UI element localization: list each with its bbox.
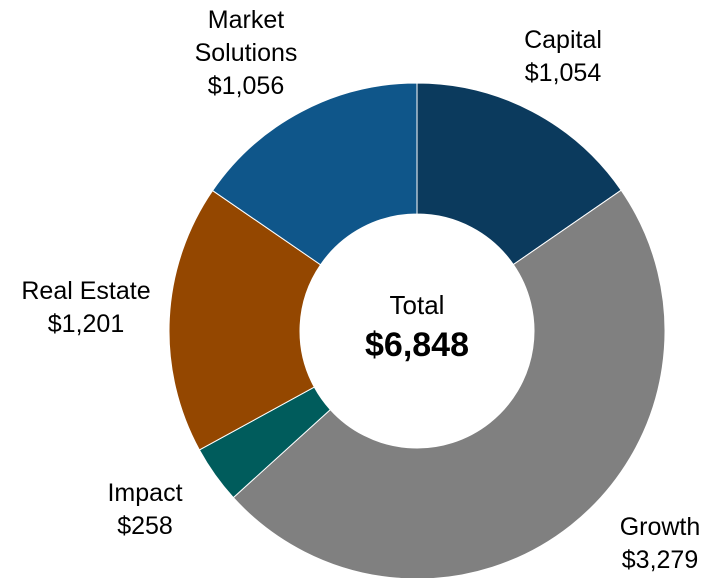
value-label: $3,279	[621, 546, 699, 574]
slice-label: Impact $258	[107, 477, 182, 543]
total-label: $6,848	[365, 326, 469, 364]
slice	[211, 82, 418, 266]
slice	[168, 189, 322, 451]
value-label: $1,056	[207, 72, 285, 100]
slice	[416, 82, 622, 266]
center-label: Total	[389, 290, 445, 320]
category-label: Impact	[107, 479, 183, 507]
value-label: $1,201	[47, 310, 125, 338]
value-label: $258	[117, 512, 173, 540]
value-label: $1,054	[524, 59, 602, 87]
slice-label: Growth $3,279	[620, 511, 701, 577]
category-label: Capital	[524, 26, 602, 54]
slice-label: Capital $1,054	[524, 24, 602, 90]
category-label: Market Solutions	[194, 6, 298, 67]
slice	[232, 189, 666, 578]
slice-label: Real Estate $1,201	[21, 275, 150, 341]
slice-label: Market Solutions $1,056	[171, 4, 321, 103]
category-label: Real Estate	[21, 277, 151, 305]
category-label: Growth	[619, 513, 701, 541]
